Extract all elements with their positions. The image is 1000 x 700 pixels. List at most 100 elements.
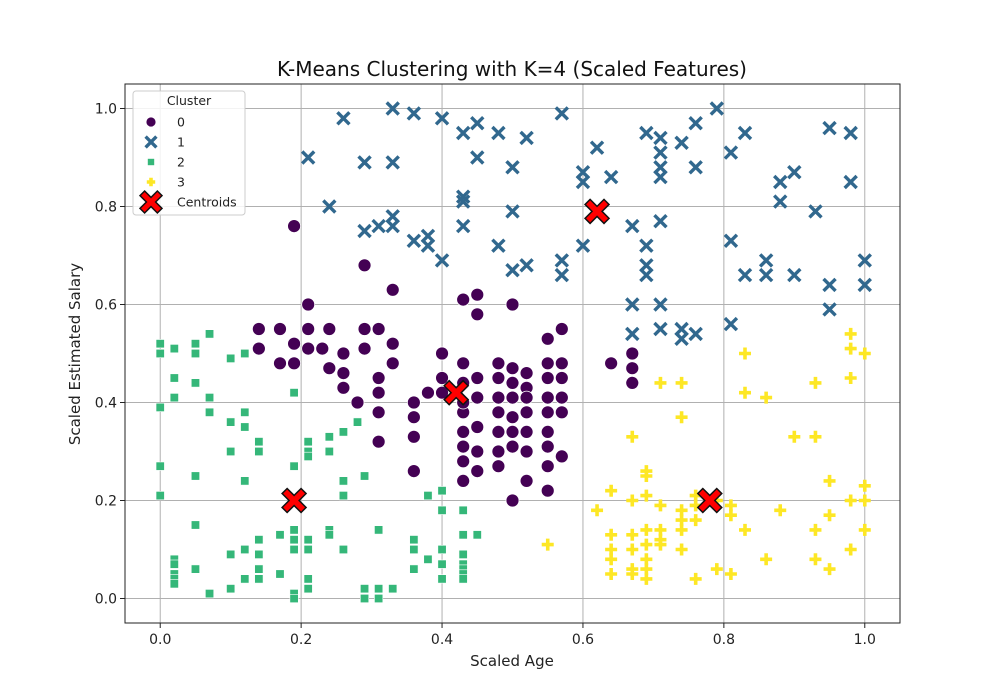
cluster-1-point	[737, 267, 753, 283]
cluster-1-point	[505, 160, 520, 175]
cluster-1-point	[434, 111, 450, 126]
centroid-marker	[696, 487, 723, 514]
cluster-2-point	[360, 593, 370, 603]
cluster-2-point	[169, 373, 179, 383]
cluster-1-point	[625, 297, 640, 312]
cluster-3-point	[626, 528, 639, 541]
cluster-2-point	[437, 544, 447, 554]
cluster-0-point	[470, 371, 485, 385]
cluster-0-point	[456, 356, 471, 371]
cluster-1-point	[653, 169, 668, 185]
cluster-1-point	[688, 160, 703, 175]
cluster-1-point	[406, 106, 422, 121]
cluster-0-point	[273, 356, 287, 371]
cluster-2-point	[169, 559, 179, 569]
cluster-1-point	[787, 164, 802, 180]
cluster-0-point	[273, 322, 287, 336]
cluster-0-point	[554, 371, 569, 385]
cluster-1-point	[758, 253, 774, 268]
legend-label: Centroids	[177, 195, 237, 210]
cluster-1-point	[653, 213, 668, 229]
cluster-0-point	[505, 375, 520, 390]
cluster-1-point	[336, 111, 351, 126]
cluster-0-point	[435, 385, 449, 400]
legend-marker-cluster-3	[146, 177, 156, 187]
cluster-0-point	[251, 341, 266, 356]
cluster-1-point	[723, 316, 739, 332]
cluster-1-point	[737, 125, 753, 141]
cluster-2-point	[169, 393, 179, 403]
series-cluster-0	[251, 219, 640, 508]
cluster-2-point	[240, 348, 250, 358]
cluster-3-point	[626, 430, 639, 443]
cluster-1-point	[639, 267, 654, 283]
cluster-2-point	[338, 427, 348, 437]
cluster-0-point	[554, 356, 569, 371]
cluster-1-point	[723, 145, 739, 160]
cluster-2-point	[409, 535, 419, 545]
cluster-1-point	[455, 194, 471, 209]
cluster-0-point	[421, 385, 435, 400]
centroid-marker	[583, 198, 611, 225]
cluster-2-point	[437, 505, 447, 515]
cluster-0-point	[491, 356, 506, 371]
cluster-0-point	[357, 258, 372, 273]
y-tick-label: 0.2	[95, 494, 117, 510]
cluster-0-point	[505, 390, 520, 405]
cluster-0-point	[625, 361, 640, 376]
x-tick-label: 0.4	[431, 632, 453, 648]
cluster-2-point	[338, 544, 348, 554]
cluster-0-point	[456, 439, 471, 454]
cluster-3-point	[844, 372, 857, 384]
cluster-0-point	[385, 356, 400, 371]
cluster-1-point	[519, 258, 534, 273]
cluster-1-point	[603, 169, 619, 185]
cluster-1-point	[589, 140, 605, 155]
cluster-0-point	[301, 322, 316, 336]
cluster-2-point	[303, 544, 313, 554]
cluster-0-point	[554, 405, 569, 420]
cluster-2-point	[289, 535, 299, 545]
cluster-0-point	[604, 356, 619, 371]
cluster-0-point	[505, 424, 520, 439]
cluster-0-point	[406, 464, 421, 479]
legend-title: Cluster	[167, 93, 212, 108]
cluster-0-point	[357, 322, 372, 336]
cluster-3-point	[788, 430, 801, 443]
y-axis-ticks: 0.0 0.2 0.4 0.6 0.8 1.0	[95, 102, 125, 608]
cluster-1-point	[808, 204, 823, 219]
cluster-1-point	[822, 277, 837, 293]
plot-frame	[124, 83, 901, 624]
legend: Cluster 0 1 2 3 Centroids	[132, 90, 246, 216]
centroid-marker	[443, 379, 470, 406]
cluster-1-point	[653, 145, 668, 160]
cluster-3-point	[774, 504, 787, 517]
cluster-1-point	[857, 253, 872, 268]
cluster-3-point	[626, 494, 639, 507]
cluster-3-point	[605, 528, 618, 541]
series-cluster-2	[155, 329, 482, 603]
legend-label: 3	[177, 175, 185, 190]
x-tick-label: 0.6	[572, 632, 594, 648]
cluster-0-point	[519, 405, 534, 420]
cluster-2-point	[254, 564, 264, 574]
cluster-3-point	[675, 376, 688, 389]
cluster-2-point	[205, 589, 215, 599]
cluster-3-point	[605, 568, 618, 580]
cluster-1-point	[773, 194, 788, 209]
legend-marker-cluster-0	[145, 116, 157, 128]
cluster-0-point	[491, 371, 506, 385]
cluster-0-point	[371, 434, 386, 449]
cluster-0-point	[371, 405, 386, 420]
cluster-0-point	[336, 366, 351, 381]
cluster-2-point	[226, 353, 236, 363]
legend-label: 2	[177, 155, 185, 170]
cluster-3-point	[675, 411, 688, 424]
cluster-2-point	[155, 491, 165, 501]
cluster-1-point	[322, 199, 337, 214]
cluster-3-point	[640, 489, 653, 502]
cluster-1-point	[857, 277, 872, 293]
cluster-0-point	[554, 390, 569, 405]
cluster-2-point	[289, 388, 299, 398]
